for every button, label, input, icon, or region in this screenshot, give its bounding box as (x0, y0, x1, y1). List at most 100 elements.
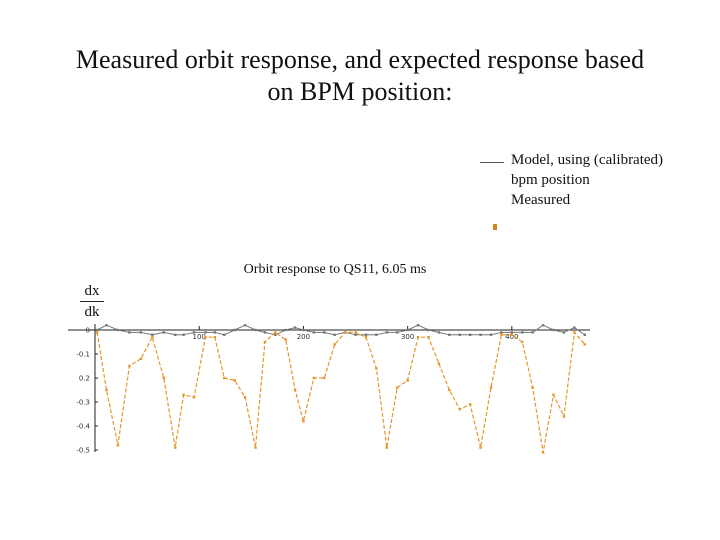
model-point (562, 331, 566, 334)
model-point (396, 331, 399, 334)
model-line (96, 324, 586, 336)
measured-point (139, 357, 143, 360)
model-point (151, 333, 154, 336)
x-tick-label: 300 (401, 333, 414, 341)
measured-point (116, 444, 120, 447)
measured-point (500, 333, 503, 336)
chart-legend: Model, using (calibrated) bpm position M… (478, 150, 708, 230)
series-layer (95, 324, 586, 454)
model-point (204, 331, 207, 334)
slide-title-line-2: on BPM position: (267, 77, 453, 106)
measured-point (105, 388, 108, 392)
measured-point (95, 331, 99, 334)
measured-point (406, 379, 409, 382)
chart-title: Orbit response to QS11, 6.05 ms (243, 262, 427, 277)
measured-point (312, 376, 316, 380)
measured-point (448, 388, 451, 392)
legend-entry-measured: Measured (478, 190, 708, 210)
model-series (95, 324, 586, 336)
model-point (416, 324, 420, 327)
legend-entry-model: Model, using (calibrated) bpm position (478, 150, 708, 190)
model-point (468, 333, 472, 336)
measured-point (333, 343, 336, 346)
measured-point (375, 367, 378, 370)
model-point (333, 333, 336, 336)
model-point (116, 328, 120, 332)
model-point (254, 328, 257, 332)
y-tick-label: -0.3 (76, 399, 90, 407)
measured-point (274, 331, 277, 334)
x-tick-label: 100 (193, 333, 206, 341)
model-point (323, 331, 326, 334)
measured-point (427, 336, 430, 339)
measured-line (96, 330, 586, 453)
measured-point (162, 376, 165, 380)
model-point (302, 328, 305, 332)
measured-series (95, 330, 586, 454)
legend-measured-label: Measured (511, 192, 571, 208)
measured-point (302, 420, 305, 423)
model-point (385, 331, 388, 334)
model-point (406, 328, 409, 332)
model-point (500, 331, 503, 334)
axes: 100 200 300 400 0 -0.1 0.2 -0.3 -0.4 -0.5 (68, 324, 590, 455)
measured-point (541, 451, 545, 454)
model-point (293, 326, 297, 329)
measured-point (128, 364, 131, 368)
model-point (510, 331, 514, 334)
model-point (233, 328, 236, 332)
measured-legend-swatch (493, 224, 497, 230)
model-legend-swatch (480, 162, 504, 163)
model-point (95, 328, 99, 332)
measured-point (151, 336, 154, 339)
y-axis-label-denominator: dk (84, 304, 100, 320)
slide-title-line-1: Measured orbit response, and expected re… (75, 45, 645, 74)
measured-point (354, 331, 357, 334)
measured-point (323, 376, 326, 380)
model-point (128, 331, 131, 334)
measured-point (233, 379, 236, 382)
measured-point (293, 388, 297, 392)
model-point (437, 331, 441, 334)
measured-point (468, 403, 472, 406)
legend-model-label-line-2: bpm position (511, 172, 590, 188)
model-point (427, 328, 430, 332)
measured-point (521, 340, 524, 344)
measured-point (243, 396, 247, 399)
y-axis-label: dx dk (78, 282, 106, 321)
model-point (162, 331, 165, 334)
model-point (541, 324, 545, 327)
measured-point (213, 336, 217, 339)
model-point (479, 333, 482, 336)
measured-point (552, 393, 555, 396)
measured-point (479, 446, 482, 449)
model-point (274, 333, 277, 336)
x-tick-label: 400 (505, 333, 518, 341)
y-tick-label: -0.5 (76, 447, 90, 455)
measured-point (562, 415, 566, 418)
model-point (448, 333, 451, 336)
measured-point (263, 340, 267, 344)
measured-point (437, 362, 441, 365)
model-point (174, 333, 177, 336)
y-tick-label: -0.1 (76, 351, 90, 359)
model-point (284, 328, 287, 332)
model-point (552, 328, 555, 332)
model-point (375, 333, 378, 336)
model-point (458, 333, 461, 336)
measured-point (254, 446, 257, 449)
model-point (364, 333, 368, 336)
measured-point (583, 343, 586, 346)
y-axis-label-numerator: dx (84, 283, 100, 299)
measured-point (364, 336, 368, 339)
y-tick-label: 0 (86, 327, 90, 335)
model-point (139, 331, 143, 334)
measured-point (174, 446, 177, 449)
measured-point (284, 338, 287, 341)
model-point (521, 331, 524, 334)
model-point (583, 333, 586, 336)
measured-point (510, 333, 514, 336)
model-point (182, 333, 185, 336)
legend-model-label-line-1: Model, using (calibrated) (511, 152, 664, 168)
